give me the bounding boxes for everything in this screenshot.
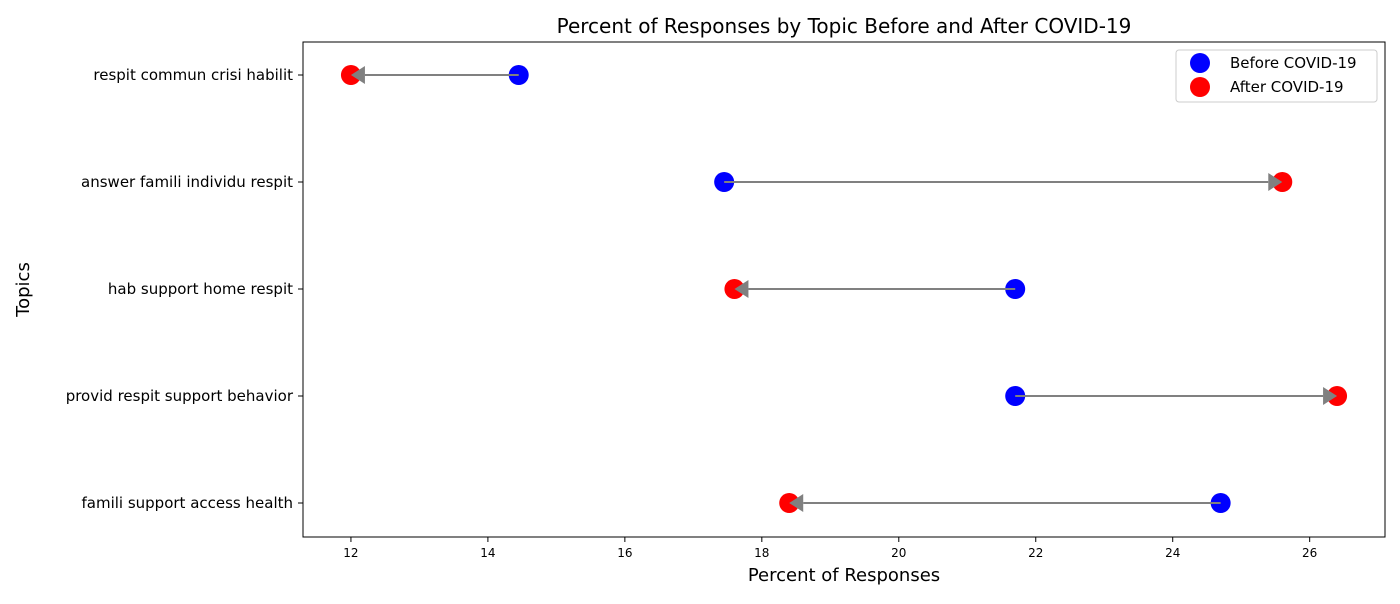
x-axis-title: Percent of Responses <box>748 565 940 586</box>
change-arrow-head <box>350 66 365 84</box>
legend-label: Before COVID-19 <box>1230 54 1357 72</box>
x-tick-label: 16 <box>617 546 632 560</box>
x-tick-label: 12 <box>343 546 358 560</box>
x-axis: 12 14 16 18 20 22 24 26 <box>343 537 1317 560</box>
legend-frame <box>1175 49 1378 103</box>
change-arrow-head <box>1268 173 1283 191</box>
category-label: famili support access health <box>81 494 293 512</box>
x-tick-label: 26 <box>1302 546 1317 560</box>
x-tick-label: 20 <box>891 546 906 560</box>
x-tick-label: 24 <box>1165 546 1180 560</box>
x-tick-label: 18 <box>754 546 769 560</box>
y-axis: respit commun crisi habilit answer famili… <box>66 66 303 512</box>
category-label: answer famili individu respit <box>81 173 293 191</box>
category-label: hab support home respit <box>108 280 293 298</box>
change-arrow-head <box>1323 387 1338 405</box>
chart-title: Percent of Responses by Topic Before and… <box>557 14 1132 38</box>
y-axis-title: Topics <box>13 262 34 318</box>
x-tick-label: 14 <box>480 546 495 560</box>
category-label: respit commun crisi habilit <box>93 66 293 84</box>
legend-label: After COVID-19 <box>1230 78 1344 96</box>
legend: Before COVID-19 After COVID-19 <box>1175 49 1378 103</box>
change-arrow-head <box>789 494 804 512</box>
category-label: provid respit support behavior <box>66 387 294 405</box>
x-tick-label: 22 <box>1028 546 1043 560</box>
legend-marker <box>1190 77 1210 97</box>
change-arrow-head <box>734 280 749 298</box>
legend-marker <box>1190 53 1210 73</box>
plot-area <box>302 41 1386 538</box>
